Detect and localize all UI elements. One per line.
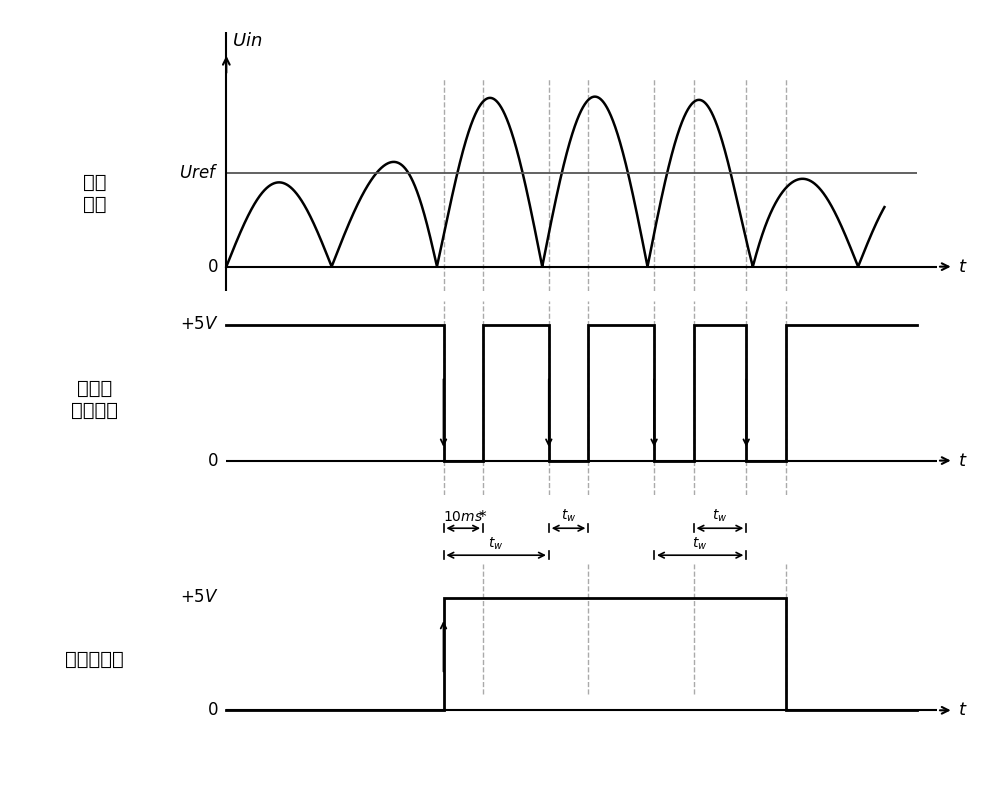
Text: $t_w$: $t_w$	[488, 536, 504, 552]
Text: $t$: $t$	[958, 701, 968, 720]
Text: 比较器
输出波形: 比较器 输出波形	[71, 379, 118, 420]
Text: $10ms$: $10ms$	[443, 509, 483, 524]
Text: $t$: $t$	[958, 451, 968, 470]
Text: 检测
电压: 检测 电压	[83, 174, 106, 214]
Text: $t$: $t$	[958, 258, 968, 275]
Text: $Uref$: $Uref$	[179, 164, 218, 181]
Text: $0$: $0$	[207, 701, 218, 720]
Text: $t_w$: $t_w$	[561, 507, 576, 524]
Text: $*$: $*$	[478, 508, 488, 523]
Text: $0$: $0$	[207, 258, 218, 275]
Text: $t_w$: $t_w$	[712, 507, 728, 524]
Text: 单稳态波形: 单稳态波形	[65, 650, 124, 669]
Text: $+5V$: $+5V$	[180, 316, 218, 334]
Text: $+5V$: $+5V$	[180, 589, 218, 607]
Text: $t_w$: $t_w$	[692, 536, 708, 552]
Text: $0$: $0$	[207, 451, 218, 470]
Text: $Uin$: $Uin$	[232, 32, 262, 49]
